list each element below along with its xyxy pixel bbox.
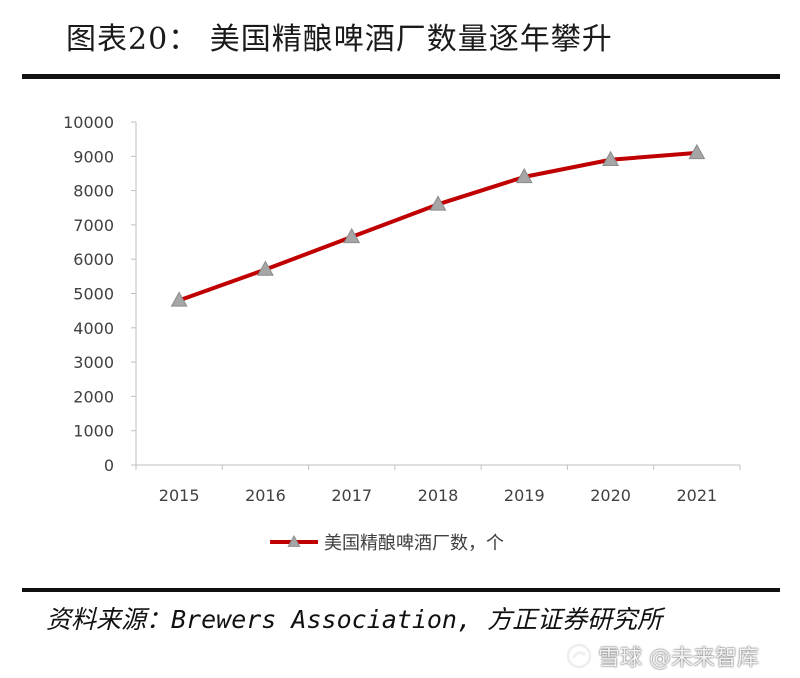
chart-series	[170, 143, 706, 307]
data-point-marker	[688, 143, 706, 160]
y-tick-label: 4000	[73, 319, 114, 338]
watermark: 雪球 @未来智库	[566, 638, 796, 674]
data-point-marker	[602, 150, 620, 166]
y-axis: 0 1000 2000 3000 4000 5000 6000 7000 8000 9000 100…	[63, 113, 137, 475]
x-axis: 2015 2016 2017 2018 2019 2020 2021	[135, 464, 741, 505]
y-tick-label: 9000	[73, 147, 114, 166]
x-tick-label: 2018	[418, 486, 459, 505]
x-tick-label: 2021	[676, 486, 717, 505]
x-tick-label: 2015	[159, 486, 200, 505]
x-tick-label: 2017	[331, 486, 372, 505]
data-point-marker	[170, 291, 188, 307]
line-chart: 0 1000 2000 3000 4000 5000 6000 7000 8000 9000 100…	[63, 113, 741, 554]
x-tick-label: 2016	[245, 486, 286, 505]
source-divider	[22, 588, 780, 592]
y-tick-label: 2000	[73, 387, 114, 406]
legend-label: 美国精酿啤酒厂数，个	[324, 533, 504, 554]
source-note: 资料来源：Brewers Association, 方正证券研究所	[46, 605, 663, 634]
y-tick-label: 0	[104, 456, 114, 475]
figure-title: 图表20： 美国精酿啤酒厂数量逐年攀升	[66, 22, 613, 57]
x-tick-label: 2019	[504, 486, 545, 505]
x-tick-label: 2020	[590, 486, 631, 505]
y-tick-label: 10000	[63, 113, 114, 132]
chart-legend: 美国精酿啤酒厂数，个	[270, 533, 504, 554]
data-point-marker	[256, 260, 274, 276]
y-tick-label: 3000	[73, 353, 114, 372]
data-point-marker	[343, 227, 361, 244]
data-point-marker	[429, 195, 447, 211]
watermark-text: 雪球 @未来智库	[598, 646, 759, 671]
snowball-logo-icon	[566, 643, 592, 669]
data-point-marker	[515, 167, 533, 184]
y-tick-label: 1000	[73, 422, 114, 441]
y-tick-label: 6000	[73, 250, 114, 269]
legend-marker-swatch	[287, 534, 301, 547]
y-tick-label: 8000	[73, 182, 114, 201]
y-tick-label: 5000	[73, 285, 114, 304]
y-tick-label: 7000	[73, 216, 114, 235]
title-divider	[22, 74, 780, 79]
series-line	[177, 150, 699, 303]
